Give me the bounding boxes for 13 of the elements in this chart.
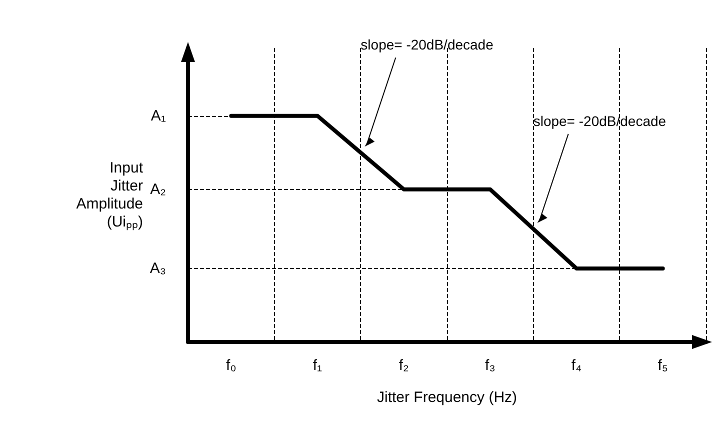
x-tick-label: f₅ xyxy=(658,357,668,374)
ref-line-label: A₂ xyxy=(150,180,166,198)
annotation: slope= -20dB/decade xyxy=(533,112,666,129)
ref-line-label: A₃ xyxy=(150,260,166,277)
text: slope= -20dB/decade xyxy=(360,36,494,53)
x-tick-label: f₃ xyxy=(485,357,496,374)
ref-line-label: A₁ xyxy=(150,107,166,124)
x-axis-title: Jitter Frequency (Hz) xyxy=(376,389,518,406)
y-axis-title: Input Jitter Amplitude (Uiₚₚ) xyxy=(76,160,144,230)
x-tick-label: f₄ xyxy=(571,357,582,374)
x-tick-label: f₀ xyxy=(226,357,236,374)
x-tick-label: f₁ xyxy=(312,357,322,374)
x-tick-label: f₂ xyxy=(398,357,409,374)
